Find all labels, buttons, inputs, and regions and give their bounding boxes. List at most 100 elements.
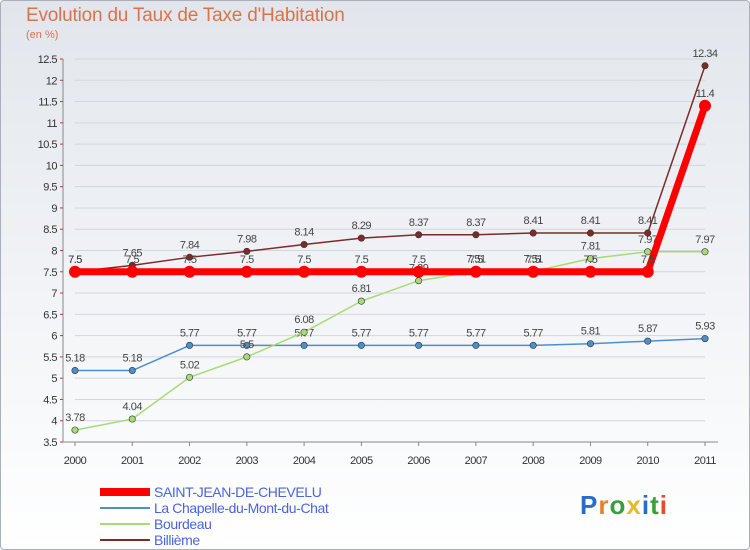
data-point <box>128 415 136 423</box>
data-point <box>240 265 253 278</box>
data-label: 5.77 <box>180 327 200 339</box>
data-label: 5.18 <box>65 353 85 365</box>
data-point <box>469 265 482 278</box>
x-tick-label: 2011 <box>694 455 716 467</box>
data-point <box>357 341 365 349</box>
data-label: 7.5 <box>68 254 82 266</box>
data-label: 6.81 <box>352 283 372 295</box>
data-label: 5.77 <box>237 327 257 339</box>
y-tick-label: 10 <box>46 160 58 172</box>
data-label: 7.97 <box>638 234 658 246</box>
y-tick-label: 7.5 <box>43 267 57 279</box>
y-tick-label: 8 <box>51 246 57 258</box>
y-tick-label: 6 <box>51 331 57 343</box>
data-point <box>71 367 79 375</box>
legend-label: Billième <box>154 532 200 548</box>
y-tick-label: 11 <box>47 118 58 130</box>
proxiti-logo: Proxiti <box>580 490 668 521</box>
data-point <box>701 62 709 70</box>
data-point <box>586 340 594 348</box>
x-tick-label: 2002 <box>178 455 201 467</box>
chart-subtitle: (en %) <box>26 29 59 41</box>
y-tick-label: 4 <box>51 416 57 428</box>
data-label: 8.41 <box>638 215 658 227</box>
data-label: 7.5 <box>183 254 197 266</box>
data-point <box>357 297 365 305</box>
y-tick-label: 7 <box>51 288 57 300</box>
data-point <box>644 337 652 345</box>
data-point <box>701 335 709 343</box>
legend-label: SAINT-JEAN-DE-CHEVELU <box>154 484 322 500</box>
data-label: 7.5 <box>641 254 655 266</box>
data-point <box>472 341 480 349</box>
x-tick-label: 2006 <box>407 455 430 467</box>
data-point <box>644 229 652 237</box>
data-label: 7.5 <box>68 254 82 266</box>
x-tick-label: 2003 <box>236 455 259 467</box>
logo-letter: i <box>641 490 651 520</box>
data-point <box>298 265 311 278</box>
legend-swatch <box>100 507 150 509</box>
y-tick-label: 3.5 <box>43 437 57 449</box>
data-label: 7.5 <box>526 254 540 266</box>
data-point <box>69 265 81 278</box>
logo-letter: x <box>626 490 642 520</box>
y-tick-label: 12.5 <box>38 54 58 66</box>
data-label: 7.5 <box>125 254 139 266</box>
data-label: 7.98 <box>237 233 257 245</box>
data-point <box>472 231 480 239</box>
x-tick-label: 2007 <box>465 455 488 467</box>
data-point <box>641 265 654 278</box>
x-tick-label: 2010 <box>636 455 659 467</box>
data-label: 5.02 <box>180 359 200 371</box>
legend-swatch <box>100 488 150 496</box>
data-label: 12.34 <box>692 48 717 60</box>
data-point <box>126 265 139 278</box>
data-point <box>529 229 537 237</box>
data-point <box>584 265 597 278</box>
data-label: 8.41 <box>581 215 601 227</box>
data-label: 7.81 <box>581 241 601 253</box>
x-tick-label: 2001 <box>121 455 144 467</box>
data-point <box>529 341 537 349</box>
y-tick-label: 9.5 <box>43 182 57 194</box>
series-line <box>71 102 709 276</box>
logo-letter: P <box>580 490 599 520</box>
y-tick-label: 11.5 <box>38 97 57 109</box>
y-tick-label: 5 <box>51 373 57 385</box>
logo-letter: i <box>659 490 668 520</box>
x-tick-label: 2004 <box>293 455 316 467</box>
legend-label: Bourdeau <box>154 516 212 532</box>
data-point <box>183 265 196 278</box>
data-label: 7.65 <box>123 247 143 259</box>
data-point <box>300 328 308 336</box>
logo-letter: t <box>650 490 660 520</box>
data-point <box>243 341 251 349</box>
data-label: 8.29 <box>352 220 372 232</box>
data-label: 11.4 <box>696 88 715 100</box>
x-tick-label: 2005 <box>350 455 373 467</box>
data-point <box>71 426 79 434</box>
data-label: 5.77 <box>466 327 486 339</box>
data-label: 7.51 <box>523 253 543 265</box>
data-label: 5.77 <box>409 327 429 339</box>
data-label: 8.37 <box>409 217 429 229</box>
data-point <box>300 241 308 249</box>
legend-swatch <box>100 539 150 541</box>
data-label: 7.5 <box>354 254 368 266</box>
y-tick-label: 9 <box>51 203 57 215</box>
series-line <box>74 65 706 273</box>
series-line <box>74 337 706 372</box>
legend-swatch <box>100 523 150 525</box>
x-tick-label: 2009 <box>579 455 602 467</box>
logo-letter: o <box>609 490 627 520</box>
data-label: 8.37 <box>466 217 486 229</box>
data-label: 7.51 <box>466 253 486 265</box>
data-label: 7.5 <box>297 254 311 266</box>
data-label: 6.08 <box>294 314 314 326</box>
y-tick-label: 12 <box>46 75 58 87</box>
y-tick-label: 10.5 <box>38 139 58 151</box>
data-point <box>186 341 194 349</box>
data-label: 4.04 <box>123 401 143 413</box>
